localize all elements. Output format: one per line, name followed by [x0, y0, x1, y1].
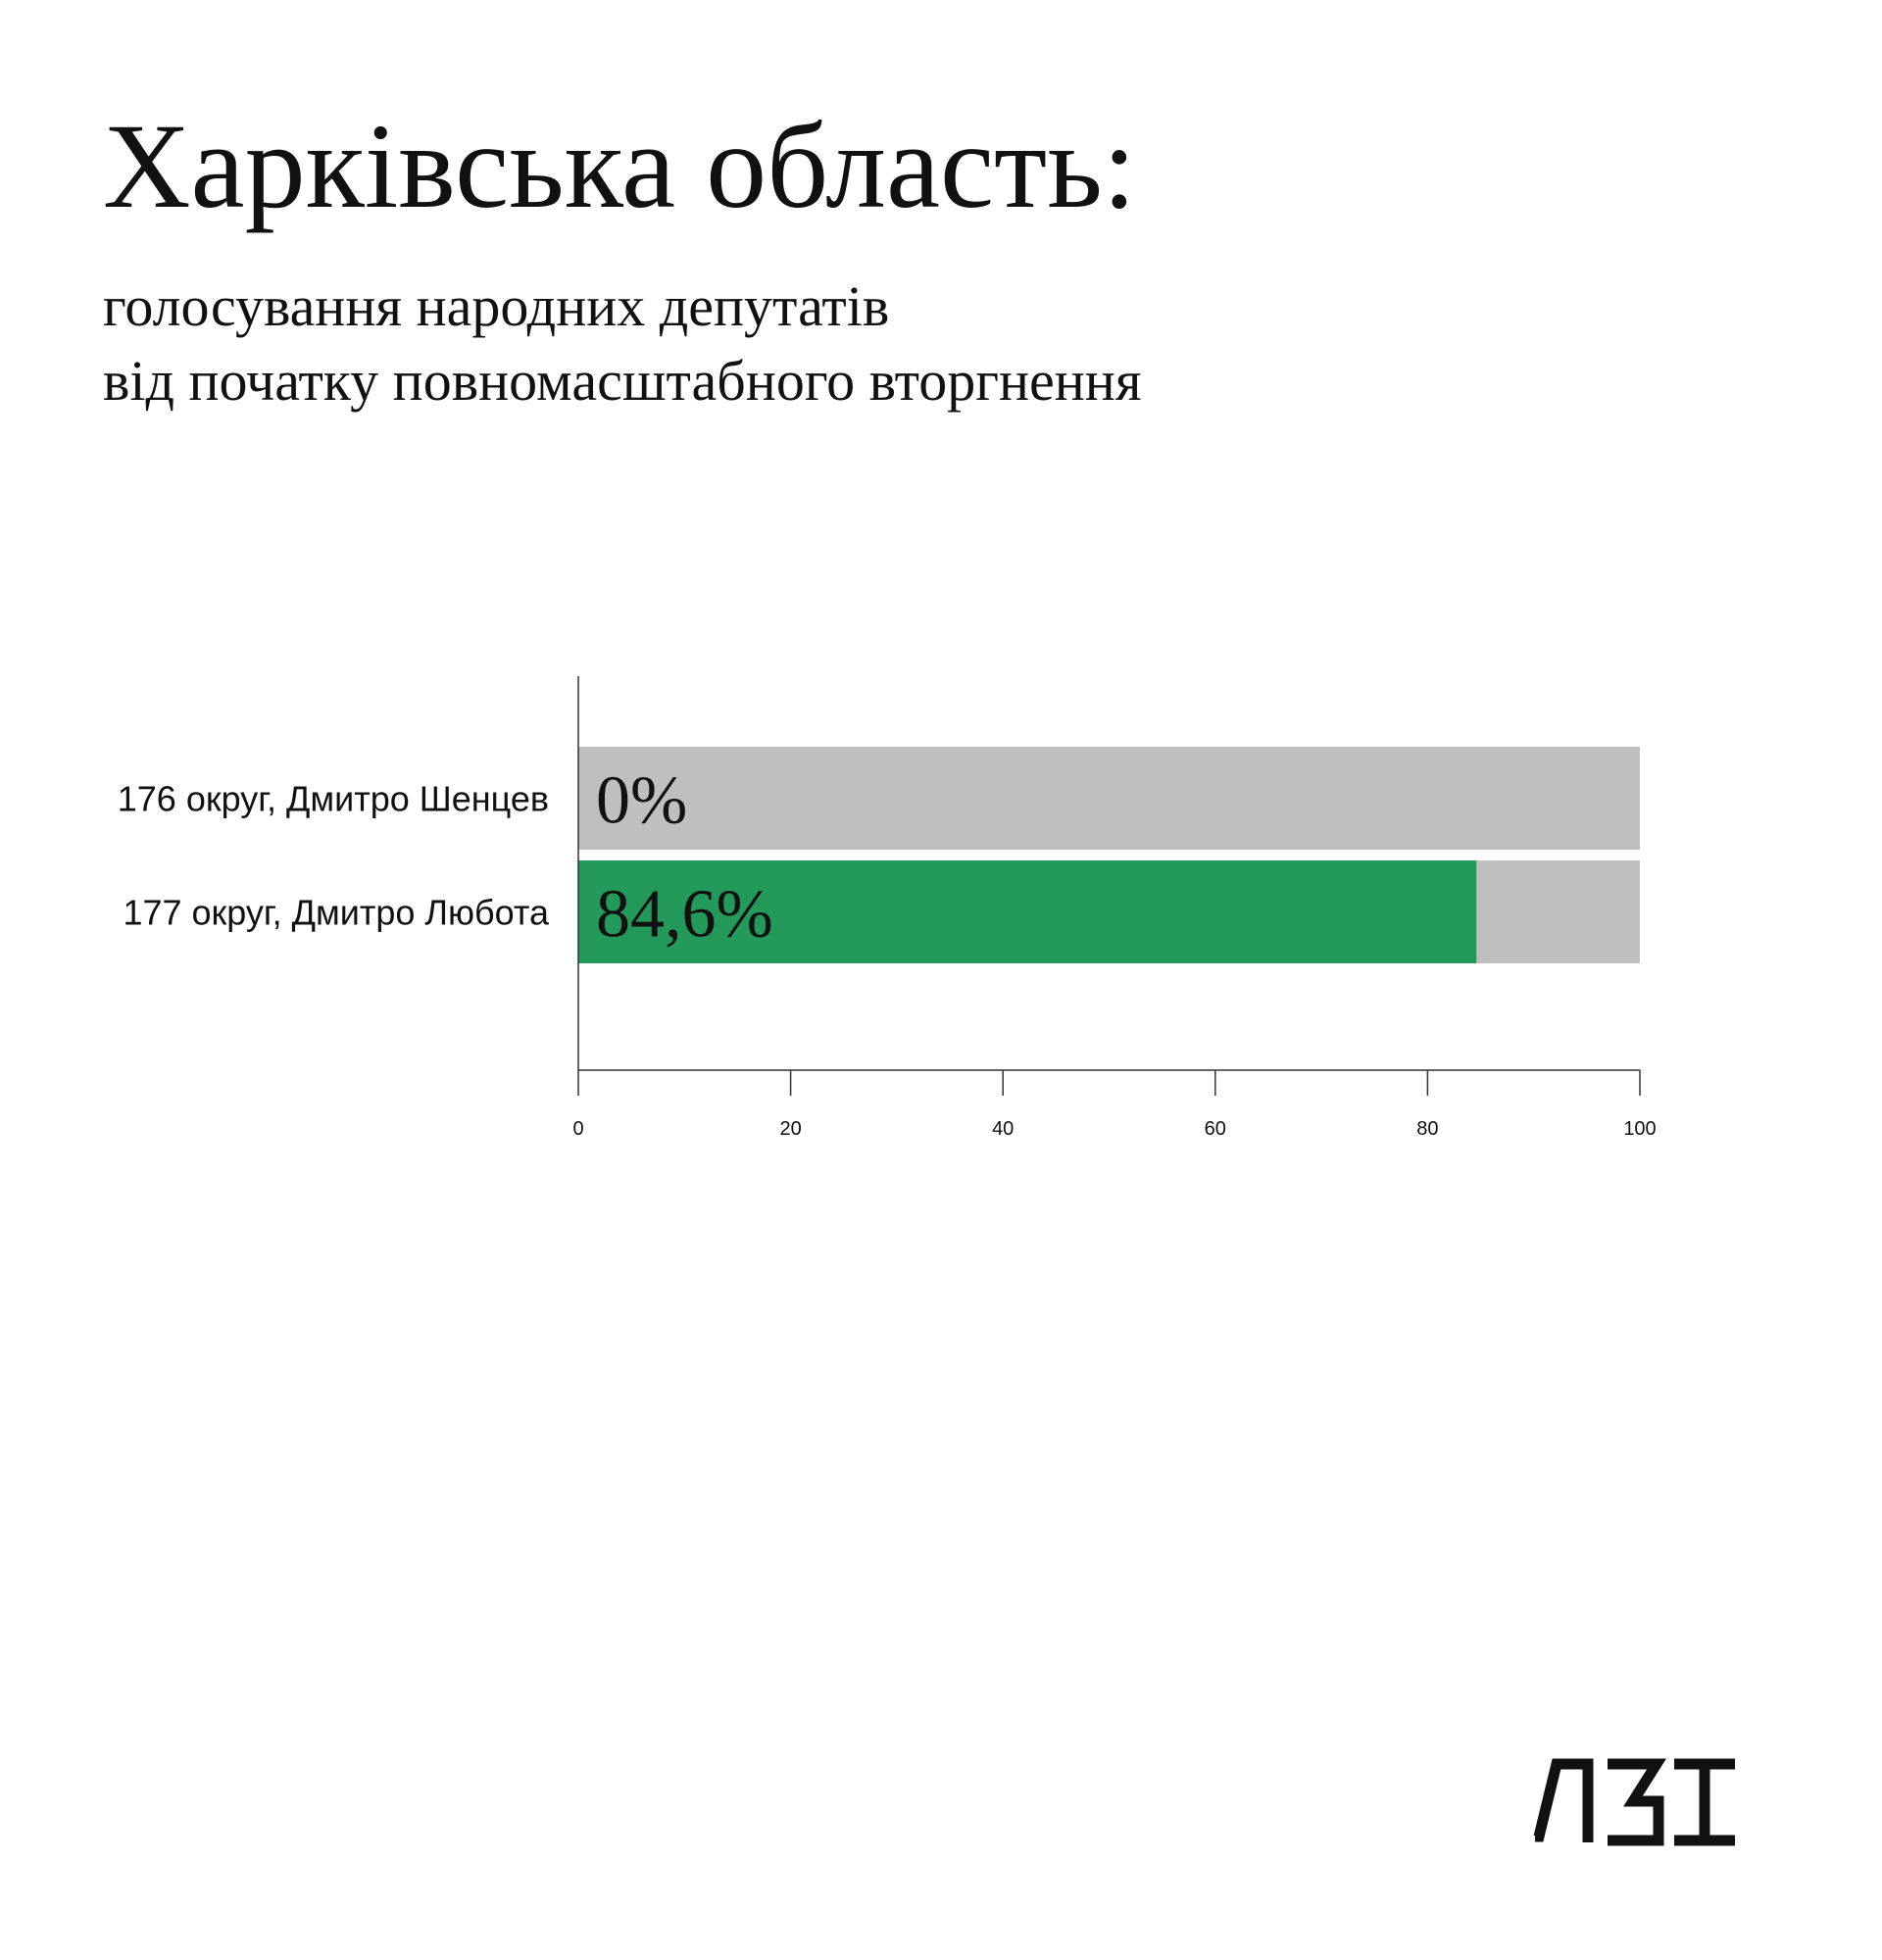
x-tick-label: 0 [572, 1118, 583, 1140]
subtitle-line-1: голосування народних депутатів [103, 274, 890, 338]
bars-layer: 176 округ, Дмитро Шенцев 0% 177 округ, Дми… [118, 747, 1640, 963]
x-tick-label: 60 [1205, 1118, 1226, 1140]
bar-chart: 176 округ, Дмитро Шенцев 0% 177 округ, Дми… [118, 676, 1657, 1140]
x-tick-label: 100 [1623, 1118, 1656, 1140]
subtitle-line-2: від початку повномасштабного вторгнення [103, 349, 1142, 413]
value-label: 0% [596, 763, 687, 839]
x-tick-label: 20 [779, 1118, 801, 1140]
bar [578, 860, 1477, 963]
page-title: Харківська область: [103, 99, 1137, 233]
lzi-logo-icon [1533, 1758, 1735, 1846]
category-label: 176 округ, Дмитро Шенцев [118, 779, 549, 819]
bar-background [578, 747, 1640, 850]
category-label: 177 округ, Дмитро Любота [123, 893, 550, 933]
x-tick-label: 40 [992, 1118, 1014, 1140]
x-tick-label: 80 [1416, 1118, 1438, 1140]
axis-layer: 0 20 40 60 80 100 [572, 676, 1657, 1140]
value-label: 84,6% [596, 877, 773, 953]
